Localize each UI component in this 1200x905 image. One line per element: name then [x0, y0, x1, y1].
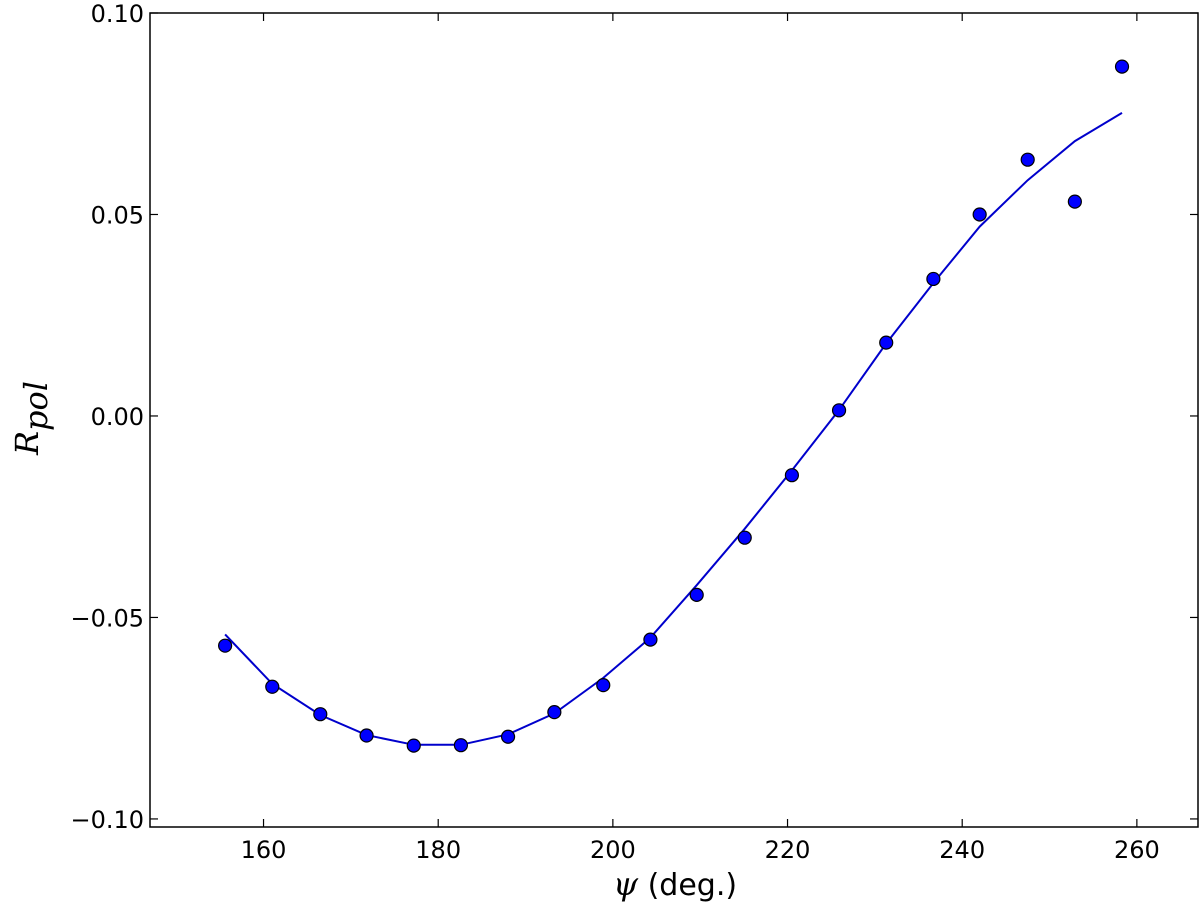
data-point [406, 738, 421, 753]
x-tick-label: 220 [765, 836, 811, 864]
data-point [737, 530, 752, 545]
data-point [1020, 152, 1035, 167]
y-tick-label: 0.05 [91, 201, 144, 229]
data-point [547, 705, 562, 720]
y-tick-label: 0.00 [91, 403, 144, 431]
ticks-layer [150, 12, 1198, 827]
plot-area [149, 12, 1199, 828]
data-point [1114, 59, 1130, 74]
tick-labels-layer: 160 180 200 220 240 260 −0.10 −0.05 0.00 0.05 0.10 [70, 0, 1159, 864]
plot-frame [149, 12, 1199, 828]
data-point [831, 403, 847, 418]
data-point [643, 632, 658, 647]
x-tick-label: 200 [590, 836, 636, 864]
x-axis-symbol: ψ [613, 865, 639, 903]
y-tick-label: −0.10 [70, 806, 144, 834]
x-axis-label: ψ (deg.) [613, 865, 737, 903]
data-point [265, 679, 280, 694]
y-axis-symbol: R [8, 431, 46, 456]
data-point [784, 468, 800, 483]
data-point [313, 707, 328, 722]
y-tick-label: 0.10 [91, 0, 144, 28]
y-tick-label: −0.05 [70, 604, 144, 632]
data-point [689, 587, 704, 602]
data-point [453, 738, 469, 753]
data-point [972, 207, 987, 222]
x-axis-unit: (deg.) [638, 868, 737, 903]
data-point [359, 728, 374, 743]
data-point [596, 678, 611, 693]
data-point [926, 271, 941, 287]
x-tick-label: 160 [241, 836, 287, 864]
x-tick-label: 260 [1114, 836, 1160, 864]
y-axis-label: Rpol [8, 381, 55, 456]
x-tick-label: 240 [939, 836, 985, 864]
x-tick-label: 180 [415, 836, 461, 864]
data-points-layer [218, 59, 1130, 753]
fit-line [224, 112, 1123, 746]
fit-line-layer [224, 112, 1123, 746]
data-point [500, 729, 516, 744]
data-point [879, 335, 894, 350]
data-point [218, 638, 233, 653]
y-axis-subscript: pol [17, 381, 55, 431]
data-point [1067, 194, 1082, 209]
